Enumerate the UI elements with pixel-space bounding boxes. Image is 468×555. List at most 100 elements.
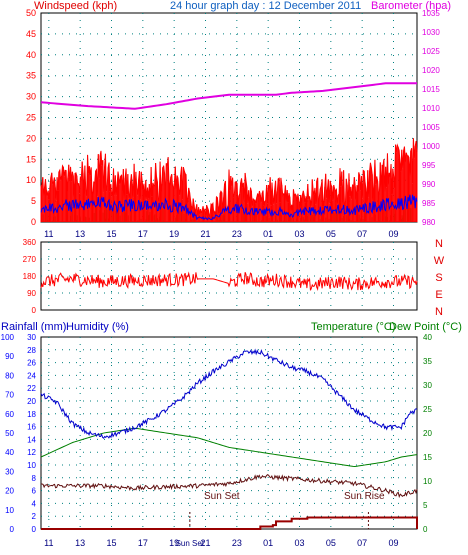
humidity-tick-label: 80 (5, 371, 14, 380)
temperature-tick-label: 0 (423, 525, 428, 534)
rainfall-line (41, 516, 418, 530)
compass-w: W (434, 255, 445, 267)
humidity-tick-label: 100 (1, 333, 15, 342)
x-tick-label: 13 (75, 538, 85, 548)
windspeed-tick-label: 40 (26, 50, 36, 60)
humidity-tick-label: 40 (5, 448, 14, 457)
humidity-axis-title: Humidity (%) (66, 321, 129, 333)
direction-tick-label: 360 (23, 238, 37, 247)
x-tick-label: 17 (138, 229, 148, 239)
rainfall-tick-label: 24 (27, 371, 36, 380)
direction-tick-label: 180 (23, 272, 37, 281)
x-tick-label: 09 (388, 538, 398, 548)
humidity-tick-label: 60 (5, 410, 14, 419)
x-tick-label: 05 (326, 538, 336, 548)
x-tick-label: Sun Set (176, 539, 205, 548)
temperature-tick-label: 20 (423, 429, 432, 438)
rainfall-tick-label: 0 (32, 525, 37, 534)
compass-s: S (435, 272, 442, 284)
rainfall-tick-label: 28 (27, 346, 36, 355)
barometer-tick-label: 1005 (422, 123, 440, 132)
compass-n-bottom: N (435, 306, 443, 318)
rainfall-axis-title: Rainfall (mm) (1, 321, 66, 333)
temperature-tick-label: 35 (423, 357, 432, 366)
x-tick-label: 15 (106, 229, 116, 239)
sunrise-annotation: Sun Rise (344, 491, 385, 502)
direction-tick-label: 0 (32, 306, 37, 315)
barometer-tick-label: 1015 (422, 85, 440, 94)
x-tick-label: 01 (263, 229, 273, 239)
barometer-tick-label: 1035 (422, 9, 440, 18)
x-tick-label: 01 (263, 538, 273, 548)
x-tick-label: 19 (169, 229, 179, 239)
x-tick-label: 21 (200, 229, 210, 239)
barometer-tick-label: 1000 (422, 142, 440, 151)
rainfall-tick-label: 26 (27, 359, 36, 368)
x-tick-label: 03 (294, 538, 304, 548)
x-tick-label: 11 (44, 538, 53, 548)
humidity-tick-label: 90 (5, 352, 14, 361)
rainfall-tick-label: 4 (32, 499, 37, 508)
x-tick-label: 15 (106, 538, 116, 548)
graph-title: 24 hour graph day : 12 December 2011 (170, 0, 361, 12)
barometer-tick-label: 1020 (422, 66, 440, 75)
barometer-tick-label: 995 (422, 161, 436, 170)
x-tick-label: 23 (232, 538, 242, 548)
humidity-tick-label: 50 (5, 429, 14, 438)
windspeed-axis-title: Windspeed (kph) (34, 0, 117, 12)
humidity-tick-label: 10 (5, 506, 14, 515)
rainfall-tick-label: 2 (32, 512, 37, 521)
barometer-tick-label: 985 (422, 199, 436, 208)
wind-gust-line (40, 194, 418, 221)
temperature-line (40, 427, 418, 468)
x-tick-label: 13 (75, 229, 85, 239)
rainfall-tick-label: 10 (27, 461, 36, 470)
compass-labels: N W S E N (434, 238, 445, 318)
rainfall-tick-label: 8 (32, 474, 37, 483)
x-tick-label: 05 (326, 229, 336, 239)
rainfall-tick-label: 20 (27, 397, 36, 406)
dewpoint-axis-title: Dew Point (°C) (389, 321, 462, 333)
barometer-tick-label: 990 (422, 180, 436, 189)
sunset-annotation: Sun Set (204, 491, 240, 502)
humidity-tick-label: 0 (10, 525, 15, 534)
windspeed-tick-label: 30 (26, 92, 36, 102)
barometer-tick-label: 1025 (422, 47, 440, 56)
windspeed-tick-label: 10 (26, 175, 36, 185)
windspeed-tick-label: 15 (26, 154, 36, 164)
x-tick-label: 23 (232, 229, 242, 239)
windspeed-tick-label: 20 (26, 133, 36, 143)
rainfall-tick-label: 14 (27, 435, 36, 444)
temperature-tick-label: 30 (423, 381, 432, 390)
x-tick-label: 03 (294, 229, 304, 239)
temperature-tick-label: 40 (423, 333, 432, 342)
barometer-tick-label: 1030 (422, 28, 440, 37)
rainfall-tick-label: 6 (32, 487, 37, 496)
windspeed-tick-label: 5 (31, 196, 36, 206)
x-tick-label: 07 (357, 229, 367, 239)
windspeed-tick-label: 25 (26, 113, 36, 123)
wind-direction-line (40, 271, 418, 292)
temperature-tick-label: 25 (423, 405, 432, 414)
dewpoint-line (40, 474, 418, 499)
barometer-tick-label: 1010 (422, 104, 440, 113)
x-tick-label: 07 (357, 538, 367, 548)
x-tick-label: 11 (44, 229, 53, 239)
humidity-line (40, 348, 418, 439)
rainfall-tick-label: 12 (27, 448, 36, 457)
temperature-tick-label: 5 (423, 501, 428, 510)
windspeed-line (40, 138, 418, 218)
rainfall-tick-label: 22 (27, 384, 36, 393)
x-tick-label: 17 (138, 538, 148, 548)
humidity-tick-label: 20 (5, 487, 14, 496)
barometer-line (40, 82, 417, 110)
humidity-tick-label: 30 (5, 467, 14, 476)
temperature-tick-label: 10 (423, 477, 432, 486)
rainfall-tick-label: 16 (27, 423, 36, 432)
direction-tick-label: 270 (23, 255, 37, 264)
x-tick-label: 21 (200, 538, 210, 548)
rainfall-tick-label: 30 (27, 333, 36, 342)
compass-e: E (435, 289, 442, 301)
compass-n-top: N (435, 238, 443, 250)
